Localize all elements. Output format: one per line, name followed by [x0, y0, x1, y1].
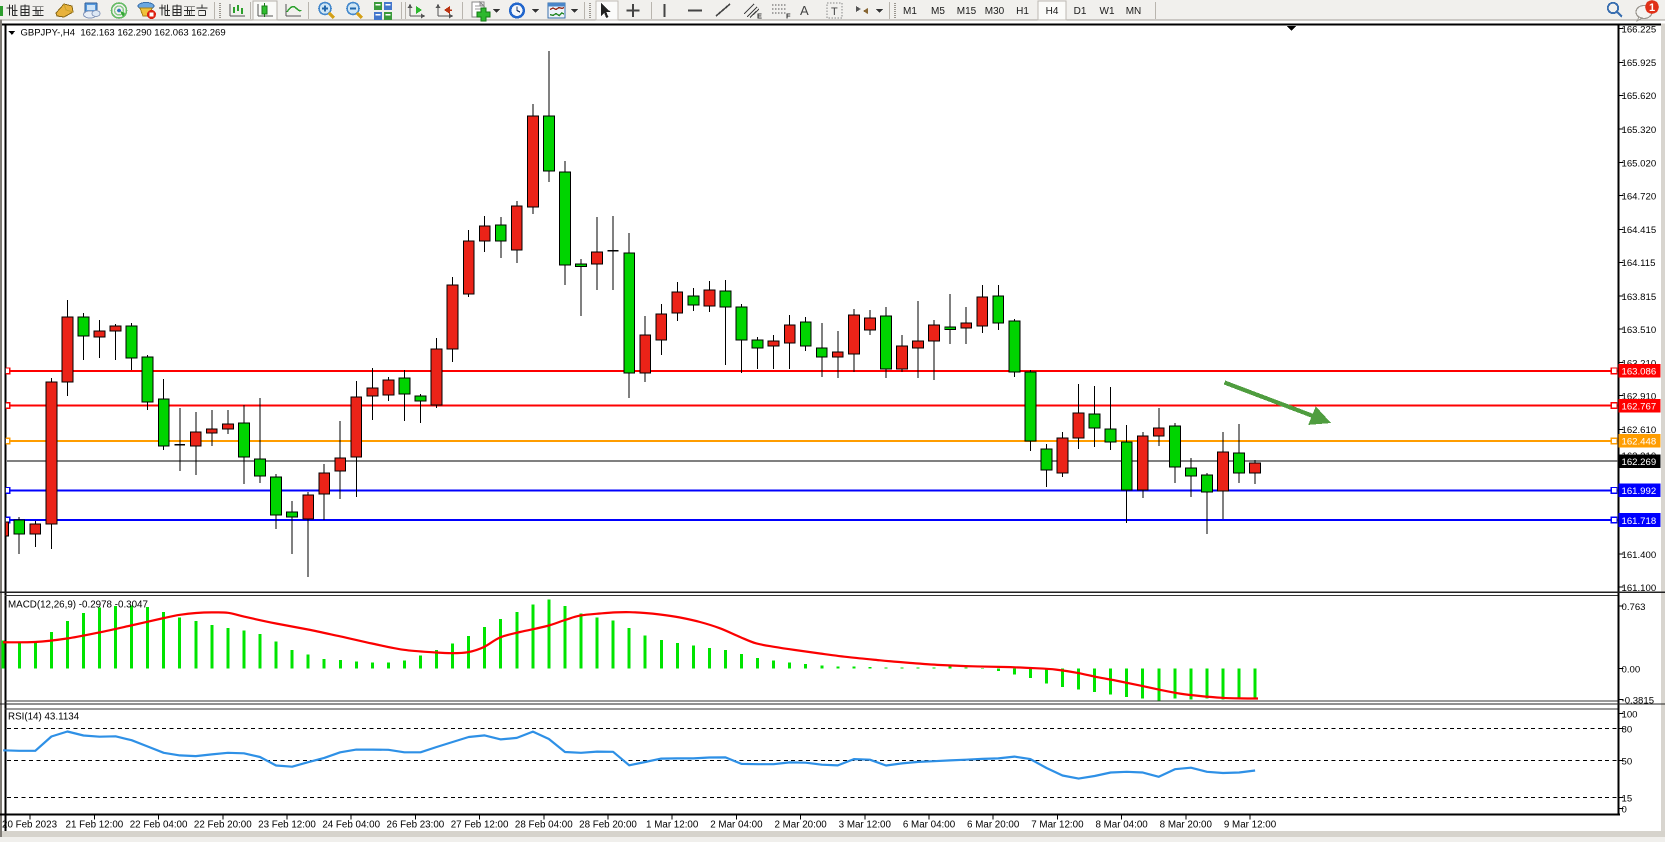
- svg-text:100: 100: [1622, 709, 1638, 720]
- svg-text:80: 80: [1622, 724, 1633, 735]
- svg-text:163.815: 163.815: [1622, 292, 1657, 303]
- svg-text:M5: M5: [931, 6, 945, 17]
- svg-text:165.925: 165.925: [1622, 58, 1657, 69]
- svg-text:MACD(12,26,9) -0.2978 -0.3047: MACD(12,26,9) -0.2978 -0.3047: [8, 600, 148, 611]
- svg-text:3 Mar 12:00: 3 Mar 12:00: [839, 820, 892, 831]
- svg-text:8 Mar 04:00: 8 Mar 04:00: [1095, 820, 1148, 831]
- svg-text:A: A: [800, 3, 809, 18]
- svg-text:GBPJPY-,H4 162.163 162.290 16: GBPJPY-,H4 162.163 162.290 162.063 162.2…: [21, 28, 226, 39]
- svg-text:162.448: 162.448: [1622, 437, 1657, 448]
- svg-text:165.620: 165.620: [1622, 91, 1657, 102]
- svg-text:0: 0: [1622, 804, 1627, 815]
- svg-text:M30: M30: [985, 6, 1005, 17]
- svg-text:22 Feb 04:00: 22 Feb 04:00: [130, 820, 188, 831]
- svg-text:162.610: 162.610: [1622, 425, 1657, 436]
- svg-text:H1: H1: [1016, 6, 1029, 17]
- svg-text:MN: MN: [1126, 6, 1142, 17]
- svg-text:T: T: [831, 6, 838, 18]
- svg-text:0.763: 0.763: [1622, 602, 1646, 613]
- svg-text:163.086: 163.086: [1622, 367, 1657, 378]
- svg-text:D1: D1: [1074, 6, 1087, 17]
- svg-text:162.910: 162.910: [1622, 392, 1657, 403]
- svg-text:2 Mar 04:00: 2 Mar 04:00: [710, 820, 763, 831]
- svg-text:1: 1: [1649, 2, 1655, 14]
- svg-text:6 Mar 04:00: 6 Mar 04:00: [903, 820, 956, 831]
- svg-text:22 Feb 20:00: 22 Feb 20:00: [194, 820, 252, 831]
- svg-text:163.510: 163.510: [1622, 325, 1657, 336]
- svg-text:161.718: 161.718: [1622, 516, 1657, 527]
- svg-text:23 Feb 12:00: 23 Feb 12:00: [258, 820, 316, 831]
- svg-text:-0.3815: -0.3815: [1622, 695, 1655, 706]
- svg-text:E: E: [757, 12, 762, 21]
- svg-text:RSI(14) 43.1134: RSI(14) 43.1134: [8, 712, 80, 723]
- svg-text:8 Mar 20:00: 8 Mar 20:00: [1160, 820, 1213, 831]
- svg-text:161.100: 161.100: [1622, 583, 1657, 594]
- svg-text:162.767: 162.767: [1622, 401, 1657, 412]
- svg-text:50: 50: [1622, 756, 1633, 767]
- svg-text:0.00: 0.00: [1622, 664, 1641, 675]
- svg-text:20 Feb 2023: 20 Feb 2023: [2, 820, 58, 831]
- svg-text:28 Feb 04:00: 28 Feb 04:00: [515, 820, 573, 831]
- svg-text:166.225: 166.225: [1622, 24, 1657, 35]
- svg-text:27 Feb 12:00: 27 Feb 12:00: [451, 820, 509, 831]
- svg-text:1 Mar 12:00: 1 Mar 12:00: [646, 820, 699, 831]
- svg-text:9 Mar 12:00: 9 Mar 12:00: [1224, 820, 1277, 831]
- svg-text:M1: M1: [903, 6, 917, 17]
- svg-text:15: 15: [1622, 793, 1633, 804]
- svg-text:6 Mar 20:00: 6 Mar 20:00: [967, 820, 1020, 831]
- svg-text:2 Mar 20:00: 2 Mar 20:00: [774, 820, 827, 831]
- svg-text:161.400: 161.400: [1622, 550, 1657, 561]
- svg-text:164.415: 164.415: [1622, 225, 1657, 236]
- svg-text:162.269: 162.269: [1622, 457, 1657, 468]
- svg-text:164.720: 164.720: [1622, 191, 1657, 202]
- svg-text:M15: M15: [957, 6, 977, 17]
- svg-text:H4: H4: [1046, 6, 1059, 17]
- svg-text:W1: W1: [1100, 6, 1115, 17]
- svg-text:165.020: 165.020: [1622, 158, 1657, 169]
- svg-text:161.992: 161.992: [1622, 486, 1657, 497]
- svg-text:21 Feb 12:00: 21 Feb 12:00: [66, 820, 124, 831]
- svg-text:F: F: [786, 12, 791, 21]
- svg-text:26 Feb 23:00: 26 Feb 23:00: [387, 820, 445, 831]
- svg-text:165.320: 165.320: [1622, 125, 1657, 136]
- svg-text:28 Feb 20:00: 28 Feb 20:00: [579, 820, 637, 831]
- svg-text:164.115: 164.115: [1622, 258, 1656, 269]
- svg-text:7 Mar 12:00: 7 Mar 12:00: [1031, 820, 1084, 831]
- svg-text:24 Feb 04:00: 24 Feb 04:00: [322, 820, 380, 831]
